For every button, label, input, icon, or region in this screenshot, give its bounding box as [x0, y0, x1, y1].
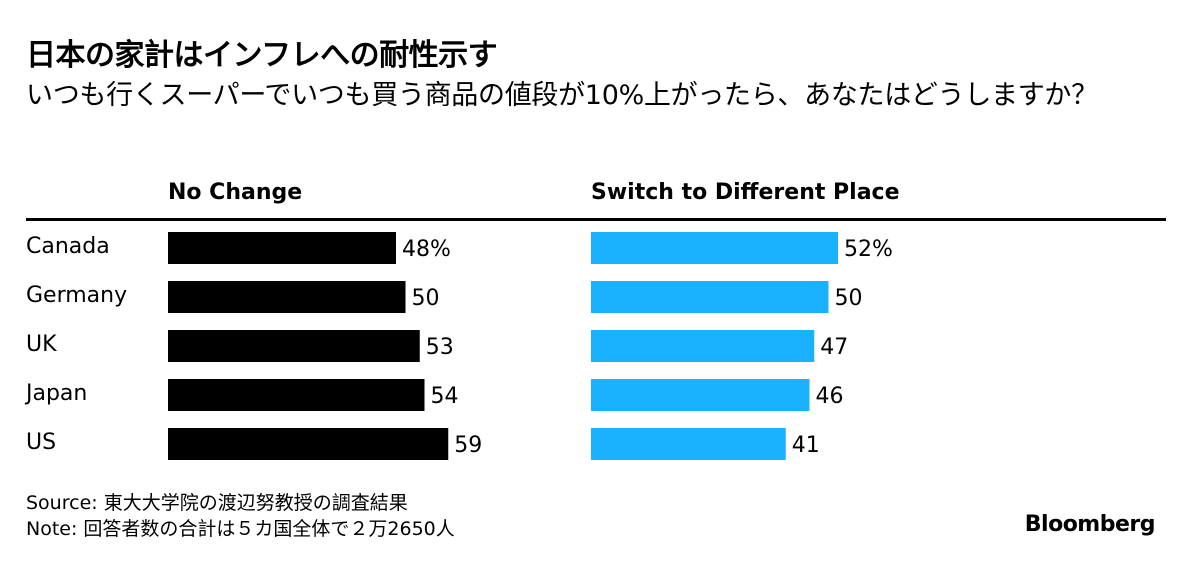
bar-switch-to-different-place-germany: [591, 281, 829, 313]
value-label-switch-to-different-place-japan: 46: [816, 384, 844, 409]
value-label-switch-to-different-place-uk: 47: [820, 335, 848, 360]
value-label-switch-to-different-place-us: 41: [792, 433, 820, 458]
chart-title: 日本の家計はインフレへの耐性示す: [26, 38, 498, 73]
category-label-us: US: [26, 430, 56, 455]
bar-no-change-germany: [168, 281, 406, 313]
panel-header-switch-to-different-place: Switch to Different Place: [591, 180, 900, 205]
value-label-no-change-japan: 54: [431, 384, 459, 409]
category-label-canada: Canada: [26, 234, 110, 259]
bar-no-change-japan: [168, 379, 425, 411]
source-text: Source: 東大大学院の渡辺努教授の調査結果: [26, 492, 408, 514]
bar-no-change-uk: [168, 330, 420, 362]
bar-switch-to-different-place-japan: [591, 379, 810, 411]
panel-switch-to-different-place: Switch to Different Place 52% 50 47 46 41: [591, 180, 900, 460]
category-label-japan: Japan: [24, 381, 87, 406]
bar-switch-to-different-place-us: [591, 428, 786, 460]
category-label-germany: Germany: [26, 283, 127, 308]
bar-no-change-us: [168, 428, 449, 460]
value-label-no-change-us: 59: [454, 433, 482, 458]
note-text: Note: 回答者数の合計は５カ国全体で２万2650人: [26, 518, 455, 540]
value-label-no-change-germany: 50: [412, 286, 440, 311]
footer-notes: Source: 東大大学院の渡辺努教授の調査結果 Note: 回答者数の合計は５…: [26, 490, 455, 542]
bar-switch-to-different-place-uk: [591, 330, 815, 362]
panel-no-change: No Change 48% 50 53 54 59: [168, 180, 482, 460]
panel-header-no-change: No Change: [168, 180, 302, 205]
value-label-no-change-canada: 48%: [402, 237, 451, 262]
value-label-switch-to-different-place-canada: 52%: [844, 237, 893, 262]
chart-subtitle: いつも行くスーパーでいつも買う商品の値段が10%上がったら、あなたはどうしますか…: [26, 80, 1098, 111]
category-label-uk: UK: [26, 332, 57, 357]
bar-switch-to-different-place-canada: [591, 232, 838, 264]
value-label-switch-to-different-place-germany: 50: [835, 286, 863, 311]
bloomberg-logo: Bloomberg: [1024, 512, 1156, 537]
bar-no-change-canada: [168, 232, 396, 264]
value-label-no-change-uk: 53: [426, 335, 454, 360]
